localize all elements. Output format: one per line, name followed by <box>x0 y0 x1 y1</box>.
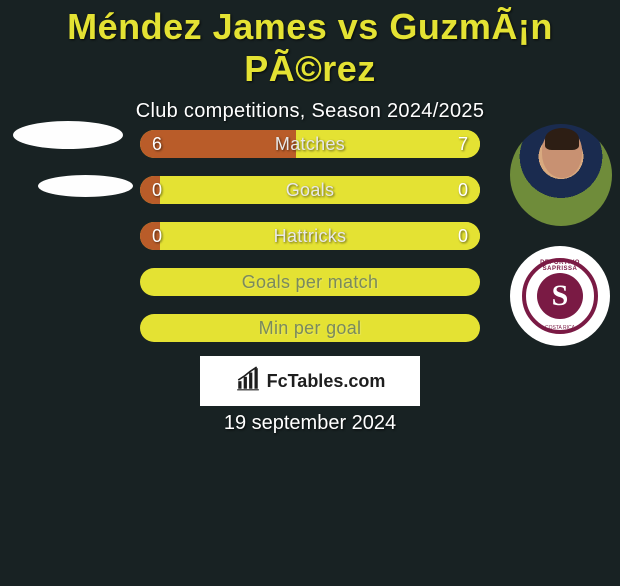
left-player-column <box>8 121 128 197</box>
stat-bar: Matches6 7 <box>140 130 480 158</box>
player2-photo <box>510 124 612 226</box>
subtitle: Club competitions, Season 2024/2025 <box>0 100 620 123</box>
page-title: Méndez James vs GuzmÃ¡n PÃ©rez <box>0 6 620 90</box>
bar-value-right: 7 <box>458 130 468 158</box>
right-player-column: DEPORTIVO SAPRISSA S COSTA RICA <box>510 124 620 346</box>
player1-club-placeholder <box>38 175 133 197</box>
player2-club-badge: DEPORTIVO SAPRISSA S COSTA RICA <box>522 258 598 334</box>
bar-label: Hattricks <box>140 222 480 250</box>
bar-value-left: 0 <box>152 176 162 204</box>
comparison-bars: Matches67Goals00Hattricks00Goals per mat… <box>140 130 480 360</box>
bar-label: Matches <box>140 130 480 158</box>
bar-label: Goals <box>140 176 480 204</box>
stat-bar: Goals per match <box>140 268 480 296</box>
player1-photo-placeholder <box>13 121 123 149</box>
club-badge-bottom-text: COSTA RICA <box>526 325 594 331</box>
snapshot-date: 19 september 2024 <box>0 412 620 435</box>
club-badge-letter: S <box>537 273 583 319</box>
bar-label: Goals per match <box>140 268 480 296</box>
bar-value-right: 0 <box>458 222 468 250</box>
club-badge-top-text: DEPORTIVO SAPRISSA <box>526 260 594 272</box>
bar-label: Min per goal <box>140 314 480 342</box>
bar-value-right: 0 <box>458 176 468 204</box>
bar-value-left: 0 <box>152 222 162 250</box>
player2-club-badge-wrap: DEPORTIVO SAPRISSA S COSTA RICA <box>510 246 610 346</box>
stat-bar: Min per goal <box>140 314 480 342</box>
bar-value-left: 6 <box>152 130 162 158</box>
attribution-banner: FcTables.com <box>200 356 420 406</box>
stat-bar: Goals0 0 <box>140 176 480 204</box>
attribution-text: FcTables.com <box>267 371 386 392</box>
stat-bar: Hattricks0 0 <box>140 222 480 250</box>
chart-icon <box>235 366 261 397</box>
